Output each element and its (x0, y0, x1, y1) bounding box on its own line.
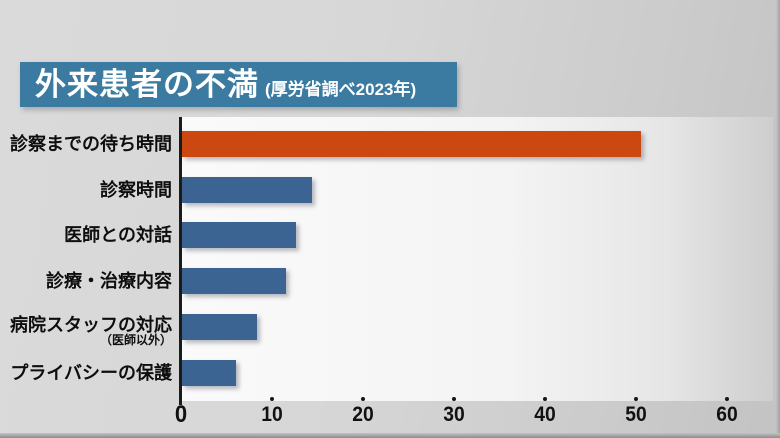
category-label-5: プライバシーの保護 (0, 360, 172, 386)
x-tick-label-20: 20 (352, 403, 374, 426)
category-label-3: 診療・治療内容 (0, 268, 172, 294)
category-label-text: 診療・治療内容 (46, 271, 172, 292)
x-tick-label-10: 10 (261, 403, 283, 426)
x-tick-label-30: 30 (443, 403, 465, 426)
category-label-2: 医師との対話 (0, 222, 172, 248)
category-label-text: 診察時間 (100, 179, 172, 200)
x-tick-dot-20 (361, 397, 366, 401)
bar-5 (182, 359, 236, 386)
bottom-edge-strip (0, 433, 780, 438)
right-edge-shade (776, 0, 780, 438)
category-label-text: 医師との対話 (64, 225, 172, 246)
category-label-text: 病院スタッフの対応 (10, 314, 172, 335)
x-tick-dot-60 (725, 397, 730, 401)
bar-2 (182, 222, 296, 249)
chart-subtitle: (厚労省調べ2023年) (265, 80, 417, 99)
y-axis-line (179, 117, 182, 405)
category-label-4: 病院スタッフの対応 （医師以外） (0, 314, 172, 347)
x-tick-dot-40 (543, 397, 548, 401)
category-label-text: プライバシーの保護 (10, 362, 172, 383)
category-label-text: 診察までの待ち時間 (10, 134, 172, 154)
bar-0 (182, 131, 641, 157)
bar-1 (182, 176, 312, 203)
x-tick-label-40: 40 (534, 403, 557, 426)
x-tick-dot-10 (270, 397, 275, 401)
plot-area (181, 117, 773, 401)
x-tick-label-60: 60 (716, 403, 739, 426)
bar-3 (182, 268, 286, 295)
chart-title: 外来患者の不満 (35, 67, 259, 102)
category-label-0: 診察までの待ち時間 (0, 131, 172, 157)
x-tick-label-0: 0 (174, 401, 188, 428)
category-label-1: 診察時間 (0, 177, 172, 203)
x-tick-label-50: 50 (625, 403, 648, 426)
bar-4 (182, 313, 257, 340)
chart-title-box: 外来患者の不満 (厚労省調べ2023年) (20, 62, 457, 107)
category-sublabel-text: （医師以外） (99, 332, 172, 347)
x-tick-dot-50 (634, 397, 639, 401)
x-tick-dot-30 (452, 397, 457, 401)
